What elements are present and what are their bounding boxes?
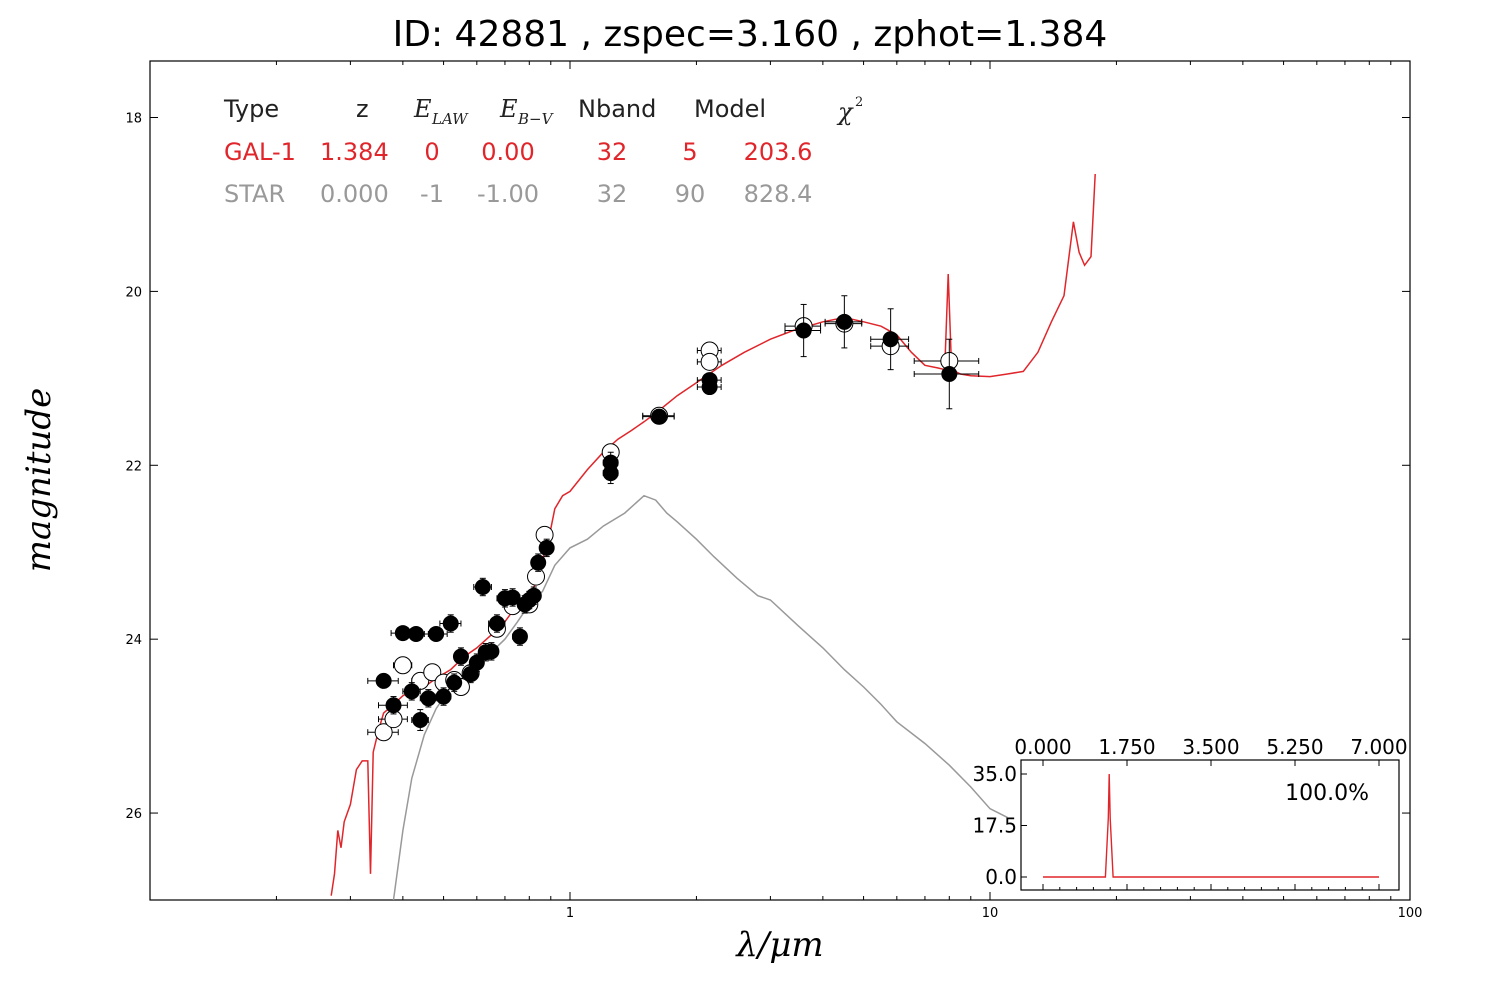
- table-cell-galaxy: 32: [597, 138, 628, 166]
- table-cell-star: -1: [420, 180, 444, 208]
- main-series: [330, 173, 1096, 900]
- observed-magnitude-point: [403, 683, 420, 700]
- table-cell-star: STAR: [224, 180, 285, 208]
- inset-x-tick-label: 3.500: [1182, 735, 1239, 759]
- model-magnitude-point: [423, 663, 442, 682]
- observed-magnitude-point: [488, 615, 505, 632]
- series-line-star: [392, 494, 1008, 900]
- table-header-model: Model: [694, 95, 766, 123]
- observed-magnitude-point: [408, 625, 425, 642]
- observed-magnitude-point: [446, 674, 463, 691]
- y-tick-label: 20: [125, 285, 142, 300]
- y-tick-label: 18: [125, 112, 142, 127]
- redshift-pdf-inset: 0.000 1.750 3.500 5.250 7.000 0.0 17.5 35.0 100.…: [972, 735, 1408, 891]
- fit-table-rows: GAL-1 1.384 0 0.00 32 5 203.6 STAR 0.000 -1 -1.00 3…: [224, 138, 812, 208]
- inset-x-tick-label: 7.000: [1350, 735, 1407, 759]
- table-header-z: z: [356, 95, 369, 123]
- table-header-elaw: E: [413, 95, 432, 123]
- inset-pdf-line: [1043, 773, 1379, 878]
- observed-magnitude-point: [442, 615, 459, 632]
- inset-y-tick-label: 0.0: [985, 865, 1017, 889]
- observed-magnitude-point: [428, 625, 445, 642]
- inset-y-tick-label: 35.0: [972, 762, 1017, 786]
- observed-magnitude-point: [795, 322, 812, 339]
- observed-magnitude-point: [651, 408, 668, 425]
- table-cell-galaxy: 0.00: [481, 138, 534, 166]
- observed-magnitude-point: [420, 690, 437, 707]
- x-tick-label: 10: [982, 906, 999, 921]
- table-cell-star: 32: [597, 180, 628, 208]
- observed-magnitude-point: [452, 648, 469, 665]
- model-magnitude-point: [700, 352, 719, 371]
- table-cell-galaxy: 5: [682, 138, 697, 166]
- observed-magnitude-point: [483, 643, 500, 660]
- table-header-elaw-sub: LAW: [431, 110, 469, 128]
- table-header-ebv-sub: B−V: [517, 110, 555, 128]
- table-cell-galaxy: 203.6: [744, 138, 813, 166]
- inset-probability-label: 100.0%: [1285, 781, 1369, 806]
- inset-x-tick-label: 5.250: [1266, 735, 1323, 759]
- fit-table: Type z E LAW E B−V Nband Model χ 2: [223, 95, 863, 128]
- table-cell-star: 0.000: [320, 180, 389, 208]
- plot-frame: [149, 60, 1411, 901]
- series-line-gal-1: [330, 173, 1096, 896]
- main-axes: [149, 60, 1411, 901]
- observed-magnitude-point: [412, 712, 429, 729]
- table-header-ebv: E: [499, 95, 518, 123]
- observed-magnitude-point: [525, 587, 542, 604]
- observed-magnitude-point: [435, 688, 452, 705]
- table-header-chi2-sup: 2: [855, 95, 863, 110]
- inset-frame: [1020, 759, 1400, 891]
- model-magnitude-point: [374, 723, 393, 742]
- plot-title: ID: 42881 , zspec=3.160 , zphot=1.384: [392, 14, 1108, 55]
- table-header-nband: Nband: [578, 95, 656, 123]
- observed-magnitude-point: [385, 697, 402, 714]
- table-header-chi2: χ: [836, 98, 854, 126]
- y-tick-label: 26: [125, 807, 142, 822]
- observed-magnitude-point: [468, 654, 485, 671]
- table-cell-galaxy: 0: [424, 138, 439, 166]
- observed-magnitude-point: [530, 554, 547, 571]
- inset-x-tick-label: 1.750: [1098, 735, 1155, 759]
- observed-magnitude-point: [882, 331, 899, 348]
- model-magnitude-point: [393, 656, 412, 675]
- observed-magnitude-point: [941, 365, 958, 382]
- observed-magnitude-point: [511, 628, 528, 645]
- model-magnitude-point: [527, 567, 546, 586]
- observed-magnitude-point: [836, 313, 853, 330]
- y-tick-label: 22: [125, 459, 142, 474]
- observed-magnitude-point: [538, 539, 555, 556]
- x-tick-label: 100: [1398, 906, 1423, 921]
- observed-magnitude-point: [701, 379, 718, 396]
- inset-y-tick-label: 17.5: [972, 814, 1017, 838]
- inset-x-tick-label: 0.000: [1014, 735, 1071, 759]
- main-points: [367, 295, 980, 742]
- observed-magnitude-point: [474, 579, 491, 596]
- x-tick-label: 1: [566, 906, 574, 921]
- table-header-type: Type: [223, 95, 279, 123]
- table-cell-star: 828.4: [744, 180, 813, 208]
- table-cell-galaxy: 1.384: [320, 138, 389, 166]
- observed-magnitude-point: [504, 589, 521, 606]
- table-cell-star: -1.00: [477, 180, 539, 208]
- observed-magnitude-point: [602, 465, 619, 482]
- y-tick-label: 24: [125, 633, 142, 648]
- table-cell-star: 90: [675, 180, 706, 208]
- table-cell-galaxy: GAL-1: [224, 138, 296, 166]
- x-axis-label: λ/μm: [734, 925, 823, 965]
- y-axis-label: magnitude: [19, 388, 59, 573]
- observed-magnitude-point: [375, 672, 392, 689]
